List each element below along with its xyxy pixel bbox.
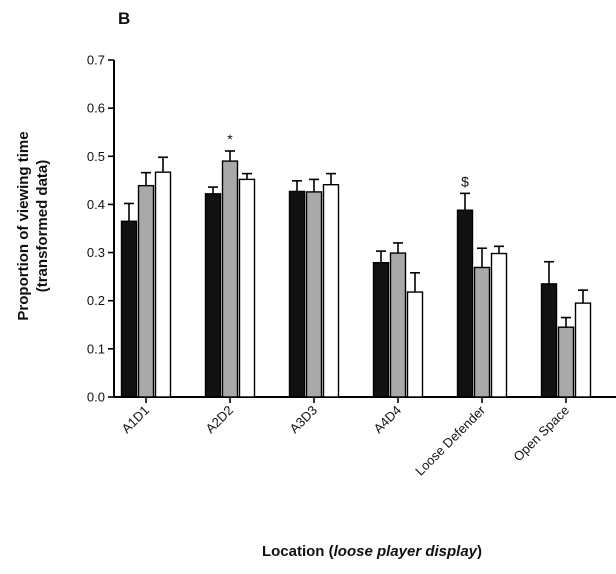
bar xyxy=(238,178,256,398)
bar xyxy=(574,302,592,398)
x-axis-title-suffix: ) xyxy=(477,543,482,560)
x-tick-label: A3D3 xyxy=(287,403,321,437)
x-tick-label: Open Space xyxy=(510,403,572,465)
y-tick-label: 0.6 xyxy=(87,101,105,116)
bar xyxy=(305,191,323,398)
x-tick-label: A1D1 xyxy=(119,403,153,437)
y-axis-title-line2: (transformed data) xyxy=(34,160,51,293)
bar xyxy=(288,190,306,398)
bar xyxy=(204,193,222,398)
significance-marker: $ xyxy=(461,173,469,189)
x-tick-label: A2D2 xyxy=(203,403,237,437)
y-tick-label: 0.7 xyxy=(87,53,105,68)
y-tick-label: 0.4 xyxy=(87,197,105,212)
bar xyxy=(557,326,575,398)
panel-label: B xyxy=(118,9,130,28)
y-tick-label: 0.3 xyxy=(87,245,105,260)
x-axis-title-italic: loose player display xyxy=(334,543,478,560)
bar xyxy=(540,283,558,398)
bar xyxy=(120,220,138,398)
bar xyxy=(322,183,340,398)
y-tick-label: 0.0 xyxy=(87,390,105,405)
y-axis-title-line1: Proportion of viewing time xyxy=(15,131,32,320)
bar xyxy=(473,266,491,398)
bar xyxy=(137,184,155,398)
bar xyxy=(406,291,424,398)
y-axis-title: Proportion of viewing time (transformed … xyxy=(15,131,51,320)
x-tick-label: Loose Defender xyxy=(412,402,488,478)
bar xyxy=(389,252,407,398)
y-tick-label: 0.5 xyxy=(87,149,105,164)
x-axis-title: Location (loose player display) xyxy=(262,543,482,560)
significance-marker: * xyxy=(227,131,233,147)
x-axis-title-prefix: Location ( xyxy=(262,543,334,560)
bar xyxy=(372,261,390,398)
bar xyxy=(456,209,474,398)
bar xyxy=(154,171,172,398)
y-tick-label: 0.1 xyxy=(87,341,105,356)
bar xyxy=(221,160,239,398)
plot-area: 0.0 0.1 0.2 0.3 0.4 0.5 0.6 0.7 A1D1 A2D2 A3D3 A4D4… xyxy=(87,53,616,479)
bar xyxy=(490,252,508,398)
x-tick-label: A4D4 xyxy=(371,403,405,437)
y-tick-label: 0.2 xyxy=(87,293,105,308)
